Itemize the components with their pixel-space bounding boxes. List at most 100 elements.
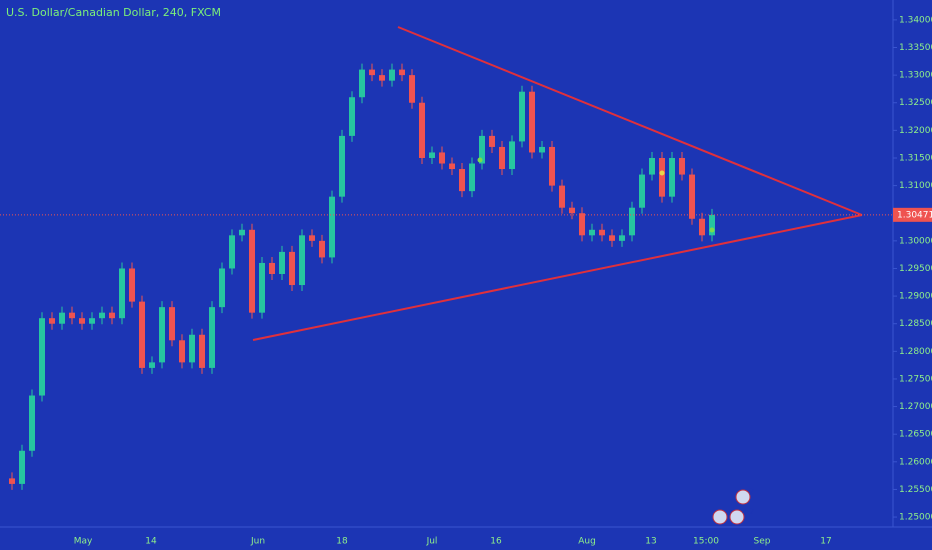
badge-count: 4: [742, 508, 747, 517]
candle-body: [489, 135, 495, 147]
candle-body: [9, 478, 15, 484]
marker: [659, 170, 665, 176]
x-tick-label: Jun: [250, 537, 265, 547]
candle-body: [429, 152, 435, 158]
candle-body: [259, 262, 265, 313]
candle-body: [349, 97, 355, 136]
last-price-label: 1.30471: [897, 210, 932, 220]
candle-body: [269, 262, 275, 274]
y-tick-label: 1.30000: [899, 236, 932, 246]
candle-body: [389, 69, 395, 81]
chart-title: U.S. Dollar/Canadian Dollar, 240, FXCM: [6, 6, 221, 19]
candle-body: [229, 235, 235, 269]
candle-body: [49, 318, 55, 324]
x-tick-label: Sep: [754, 537, 771, 547]
candle-body: [369, 69, 375, 76]
candle-body: [479, 135, 485, 164]
candle-body: [409, 75, 415, 103]
candle-body: [339, 135, 345, 197]
y-tick-label: 1.34000: [899, 15, 932, 25]
candle-body: [99, 312, 105, 319]
x-tick-label: 16: [490, 537, 502, 547]
x-tick-label: Aug: [578, 537, 596, 547]
candle-body: [599, 229, 605, 236]
y-tick-label: 1.27000: [899, 402, 932, 412]
candle-body: [119, 268, 125, 319]
candle-body: [449, 163, 455, 170]
candle-body: [29, 395, 35, 451]
candle-body: [559, 185, 565, 208]
candle-body: [179, 340, 185, 363]
y-tick-label: 1.27500: [899, 374, 932, 384]
x-tick-label: 15:00: [693, 537, 719, 547]
candle-body: [649, 157, 655, 175]
badge-count: 2: [749, 508, 754, 517]
candle-body: [239, 229, 245, 236]
candle-body: [159, 307, 165, 363]
candle-body: [589, 229, 595, 236]
y-tick-label: 1.26000: [899, 457, 932, 467]
candle-body: [379, 75, 385, 81]
candle-body: [689, 174, 695, 219]
candle-body: [569, 207, 575, 214]
trend-line-lower: [252, 214, 863, 341]
badge-count: 2: [749, 488, 754, 497]
candle-body: [329, 196, 335, 258]
candle-body: [499, 146, 505, 170]
x-tick-label: Jul: [426, 537, 438, 547]
candle-body: [459, 169, 465, 192]
candle-body: [419, 102, 425, 158]
marker: [709, 227, 715, 233]
x-tick-label: 18: [336, 537, 348, 547]
candle-body: [399, 69, 405, 76]
candle-body: [249, 229, 255, 313]
candle-body: [619, 235, 625, 241]
y-tick-label: 1.33000: [899, 71, 932, 81]
y-tick-label: 1.33500: [899, 43, 932, 53]
candle-body: [149, 362, 155, 368]
y-tick-label: 1.31000: [899, 181, 932, 191]
candle-body: [639, 174, 645, 208]
candle-body: [609, 235, 615, 241]
candle-body: [519, 91, 525, 142]
candle-body: [129, 268, 135, 302]
candle-body: [109, 312, 115, 319]
candle-body: [679, 157, 685, 175]
marker: [477, 157, 483, 163]
last-price-tag: [893, 207, 932, 222]
y-tick-label: 1.28500: [899, 319, 932, 329]
x-tick-label: 14: [145, 537, 157, 547]
candle-body: [579, 213, 585, 236]
y-tick-label: 1.28000: [899, 347, 932, 357]
y-tick-label: 1.32500: [899, 98, 932, 108]
candle-body: [59, 312, 65, 324]
candle-body: [169, 307, 175, 341]
candle-body: [79, 318, 85, 324]
candle-body: [209, 307, 215, 368]
candle-body: [199, 334, 205, 368]
candle-body: [709, 214, 715, 236]
candle-body: [359, 69, 365, 98]
y-tick-label: 1.32000: [899, 126, 932, 136]
candle-body: [699, 218, 705, 236]
event-badge[interactable]: [735, 489, 751, 505]
candle-body: [289, 251, 295, 286]
candle-body: [309, 235, 315, 241]
y-tick-label: 1.25500: [899, 485, 932, 495]
y-tick-label: 1.25000: [899, 513, 932, 523]
event-badge[interactable]: [729, 509, 745, 525]
candle-body: [139, 301, 145, 368]
candle-body: [299, 235, 305, 286]
x-tick-label: 13: [645, 537, 656, 547]
trend-line-upper: [397, 26, 863, 216]
candle-body: [439, 152, 445, 164]
candle-body: [279, 251, 285, 274]
event-badge[interactable]: [712, 509, 728, 525]
candle-body: [319, 240, 325, 258]
candle-body: [549, 146, 555, 186]
x-tick-label: 17: [820, 537, 831, 547]
candle-body: [189, 334, 195, 363]
y-tick-label: 1.31500: [899, 153, 932, 163]
